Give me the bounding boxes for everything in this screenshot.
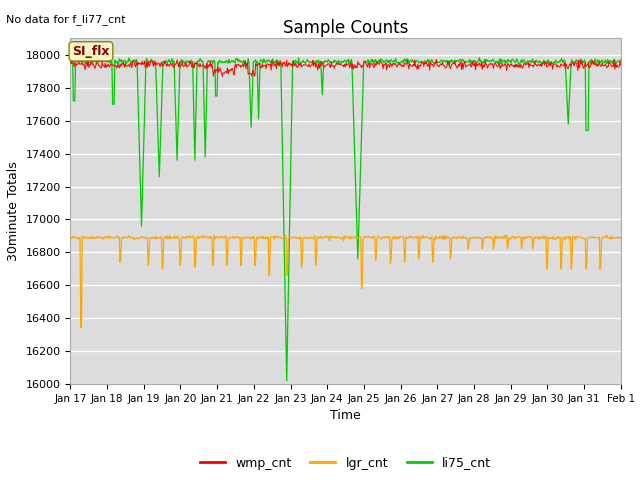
X-axis label: Time: Time (330, 409, 361, 422)
Title: Sample Counts: Sample Counts (283, 19, 408, 37)
Y-axis label: 30minute Totals: 30minute Totals (7, 161, 20, 261)
Legend: wmp_cnt, lgr_cnt, li75_cnt: wmp_cnt, lgr_cnt, li75_cnt (195, 452, 496, 475)
Text: No data for f_li77_cnt: No data for f_li77_cnt (6, 14, 126, 25)
Text: SI_flx: SI_flx (72, 45, 109, 58)
